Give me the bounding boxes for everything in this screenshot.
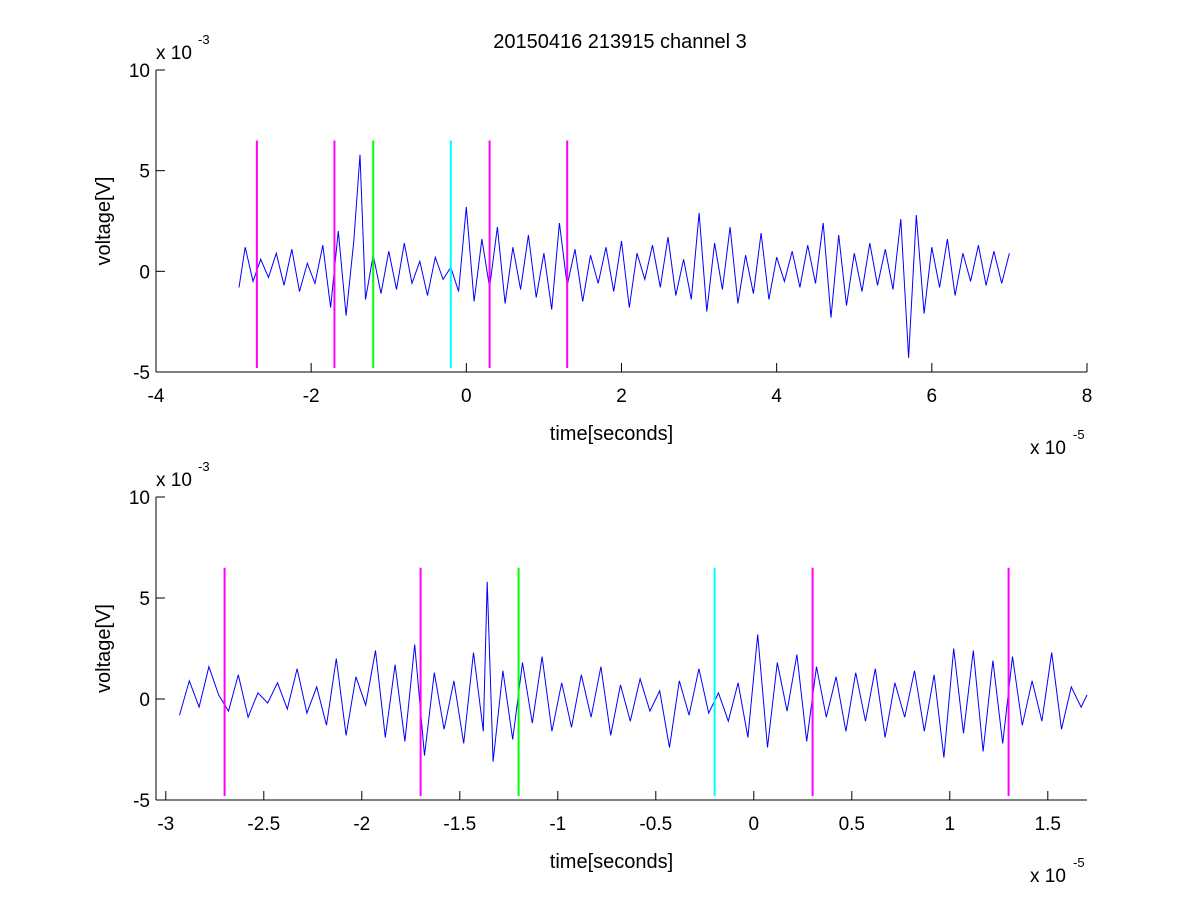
y-tick-label: 0 xyxy=(139,262,150,283)
y-exponent-value: -3 xyxy=(198,459,210,474)
x-tick-label: 1 xyxy=(945,814,956,835)
x-exponent-label: x 10 xyxy=(1030,438,1066,459)
bottom-plot: -3 -2.5 -2 -1.5 -1 -0.5 0 0.5 1 1.5 -5 0 5 10 time[sec… xyxy=(93,459,1088,887)
x-exponent-value: -5 xyxy=(1073,427,1085,442)
figure-title: 20150416 213915 channel 3 xyxy=(493,31,747,53)
y-exponent-label: x 10 xyxy=(156,470,192,491)
x-tick-label: -1 xyxy=(549,814,566,835)
y-axis-label: voltage[V] xyxy=(93,177,115,266)
x-tick-label: 8 xyxy=(1082,386,1093,407)
x-tick-label: 4 xyxy=(771,386,782,407)
x-tick-label: 1.5 xyxy=(1035,814,1061,835)
signal-trace xyxy=(179,581,1088,762)
y-tick-label: -5 xyxy=(133,791,150,812)
x-tick-label: -4 xyxy=(148,386,165,407)
y-tick-label: -5 xyxy=(133,363,150,384)
y-tick-label: 10 xyxy=(129,488,150,509)
x-exponent-label: x 10 xyxy=(1030,866,1066,887)
x-axis-label: time[seconds] xyxy=(550,423,673,445)
y-exponent-value: -3 xyxy=(198,32,210,47)
x-tick-label: -1.5 xyxy=(443,814,476,835)
x-tick-label: 0 xyxy=(461,386,472,407)
signal-trace xyxy=(238,154,1010,358)
x-exponent-value: -5 xyxy=(1073,855,1085,870)
y-tick-label: 5 xyxy=(139,589,150,610)
x-tick-label: 2 xyxy=(616,386,627,407)
y-tick-label: 0 xyxy=(139,690,150,711)
x-tick-label: -2 xyxy=(353,814,370,835)
x-tick-label: -2.5 xyxy=(247,814,280,835)
y-axis-label: voltage[V] xyxy=(93,604,115,693)
x-tick-label: -2 xyxy=(303,386,320,407)
x-tick-label: -0.5 xyxy=(639,814,672,835)
x-tick-label: -3 xyxy=(157,814,174,835)
y-tick-label: 5 xyxy=(139,162,150,183)
x-tick-label: 0 xyxy=(749,814,760,835)
x-tick-label: 6 xyxy=(927,386,938,407)
y-exponent-label: x 10 xyxy=(156,43,192,64)
top-plot: -4 -2 0 2 4 6 8 -5 0 5 10 time[seconds] voltage[V] x … xyxy=(93,32,1092,459)
x-axis-label: time[seconds] xyxy=(550,851,673,873)
x-tick-label: 0.5 xyxy=(839,814,865,835)
y-tick-label: 10 xyxy=(129,61,150,82)
